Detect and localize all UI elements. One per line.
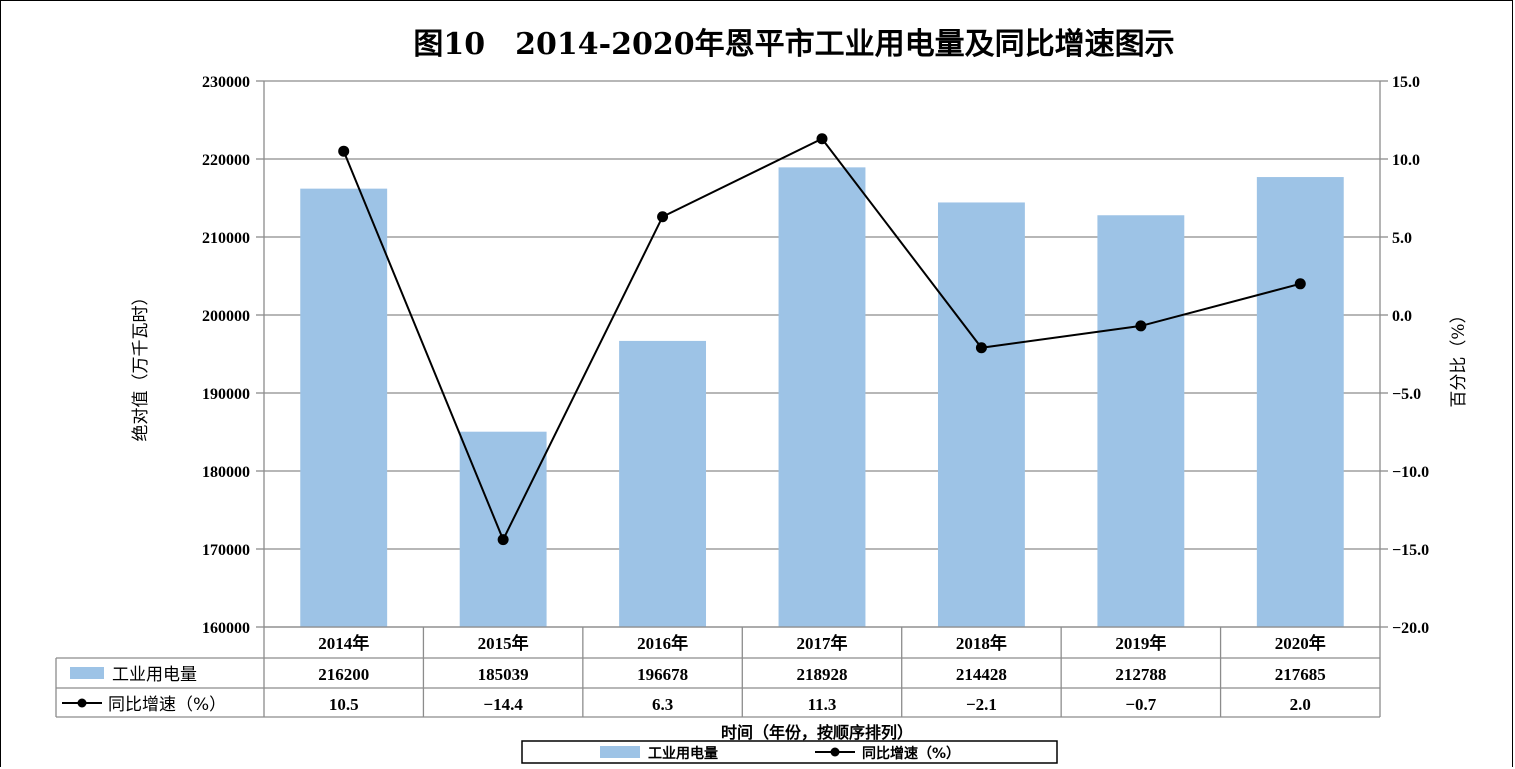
y-left-tick-label: 160000 (202, 620, 250, 637)
y-left-tick-label: 170000 (202, 542, 250, 559)
table-cell-growth: −0.7 (1125, 695, 1156, 714)
chart-title: 图10 2014-2020年恩平市工业用电量及同比增速图示 (413, 27, 1174, 62)
legend-label-line: 同比增速（%） (862, 745, 960, 762)
table-cell-value: 214428 (956, 665, 1007, 684)
table-cell-value: 218928 (797, 665, 848, 684)
table-cell-growth: 6.3 (652, 695, 673, 714)
table-swatch-bar (70, 667, 104, 679)
table-cell-growth: −14.4 (483, 695, 523, 714)
line-point (657, 211, 669, 223)
y-right-tick-label: 0.0 (1392, 308, 1412, 325)
y-right-tick-label: −10.0 (1392, 464, 1429, 481)
y-left-tick-label: 190000 (202, 386, 250, 403)
legend: 工业用电量 同比增速（%） (521, 740, 1058, 764)
x-axis-title: 时间（年份，按顺序排列） (721, 723, 913, 742)
y-right-tick-label: 10.0 (1392, 152, 1420, 169)
x-tick-label: 2019年 (1115, 633, 1166, 653)
y-right-tick-label: 15.0 (1392, 74, 1420, 91)
bar (937, 202, 1025, 627)
table-cell-value: 217685 (1275, 665, 1326, 684)
y-left-tick-label: 220000 (202, 152, 250, 169)
table-swatch-marker (77, 698, 87, 708)
x-tick-label: 2014年 (318, 633, 369, 653)
line-point (975, 342, 987, 354)
line-point (338, 145, 350, 157)
y-left-tick-label: 210000 (202, 230, 250, 247)
y-right-tick-label: −15.0 (1392, 542, 1429, 559)
x-tick-label: 2015年 (478, 633, 529, 653)
table-cell-growth: 10.5 (329, 695, 359, 714)
table-cell-growth: −2.1 (966, 695, 997, 714)
legend-swatch-marker (830, 747, 840, 757)
table-cell-growth: 2.0 (1290, 695, 1311, 714)
legend-swatch-bar (600, 746, 640, 758)
y-right-tick-label: 5.0 (1392, 230, 1412, 247)
y-left-axis-title: 绝对值（万千瓦时） (131, 289, 151, 442)
y-left-tick-label: 180000 (202, 464, 250, 481)
y-left-tick-label: 200000 (202, 308, 250, 325)
x-tick-label: 2018年 (956, 633, 1007, 653)
x-tick-label: 2017年 (797, 633, 848, 653)
y-right-axis-title: 百分比（%） (1449, 306, 1469, 407)
bar (1097, 215, 1185, 627)
line-point (816, 133, 828, 145)
bar (778, 167, 866, 627)
bar (1256, 177, 1344, 627)
table-cell-value: 185039 (478, 665, 529, 684)
x-tick-label: 2020年 (1275, 633, 1326, 653)
table-row-label-line: 同比增速（%） (108, 695, 226, 715)
line-point (1294, 278, 1306, 290)
table-cell-growth: 11.3 (808, 695, 837, 714)
y-left-tick-label: 230000 (202, 74, 250, 91)
line-point (1135, 320, 1147, 332)
x-tick-label: 2016年 (637, 633, 688, 653)
table-row-label-bar: 工业用电量 (112, 665, 197, 685)
table-cell-value: 212788 (1115, 665, 1166, 684)
line-point (497, 534, 509, 546)
table-cell-value: 216200 (318, 665, 369, 684)
table-cell-value: 196678 (637, 665, 688, 684)
bar (300, 188, 388, 627)
bar (459, 431, 547, 627)
bar (619, 340, 707, 627)
y-right-tick-label: −20.0 (1392, 620, 1429, 637)
y-right-tick-label: −5.0 (1392, 386, 1421, 403)
legend-label-bar: 工业用电量 (648, 745, 718, 762)
